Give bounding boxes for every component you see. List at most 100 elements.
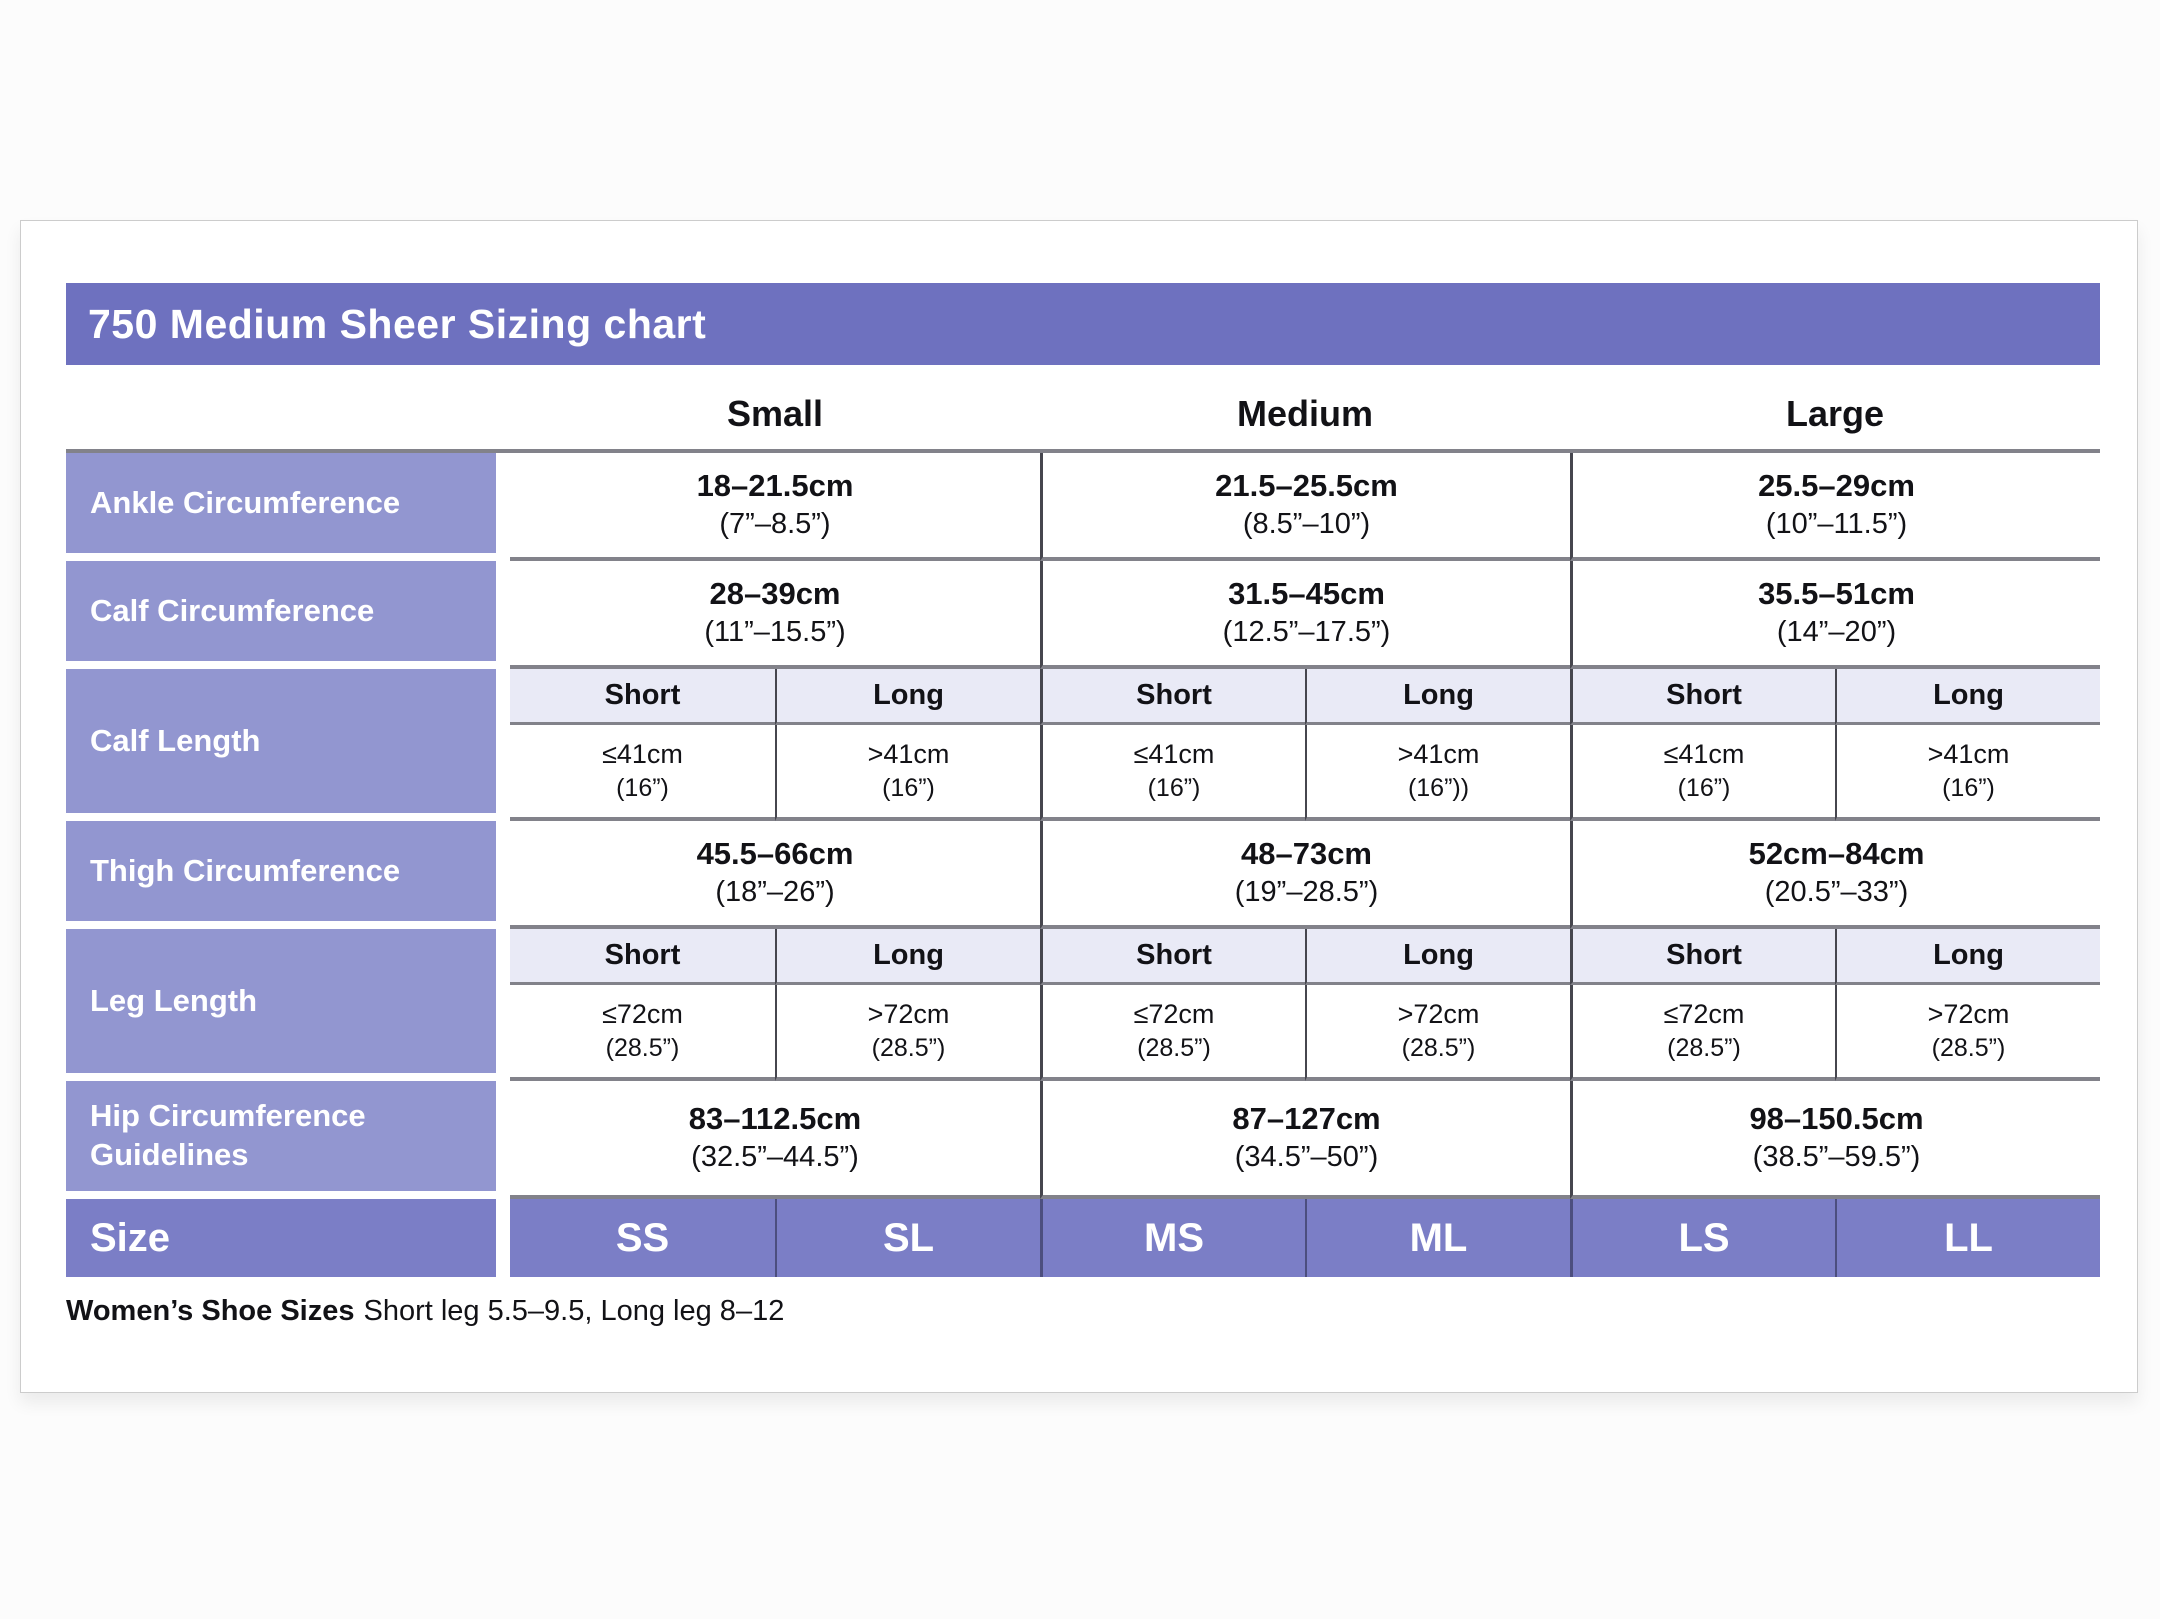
value-cm: ≤41cm xyxy=(1133,739,1215,770)
sizing-chart-card: 750 Medium Sheer Sizing chart Small Medi… xyxy=(20,220,2138,1393)
cell-leg-length-large-long: >72cm (28.5”) xyxy=(1835,985,2100,1081)
value-inches: (28.5”) xyxy=(605,1034,680,1063)
subheader-calf-short-small: Short xyxy=(510,669,775,725)
subheader-leg-short-large: Short xyxy=(1570,929,1835,985)
value-inches: (16”)) xyxy=(1407,774,1470,803)
row-label-leg-length: Leg Length xyxy=(66,929,496,1081)
cell-calf-length-small-long: >41cm (16”) xyxy=(775,725,1040,821)
row-label-ankle-circumference: Ankle Circumference xyxy=(66,453,496,561)
value-inches: (19”–28.5”) xyxy=(1234,876,1379,909)
value-inches: (18”–26”) xyxy=(715,876,835,909)
size-header-row: Small Medium Large xyxy=(66,379,2100,449)
value-inches: (11”–15.5”) xyxy=(704,616,846,649)
cell-calf-circ-medium: 31.5–45cm (12.5”–17.5”) xyxy=(1040,561,1570,669)
cell-calf-length-medium-short: ≤41cm (16”) xyxy=(1040,725,1305,821)
value-inches: (32.5”–44.5”) xyxy=(691,1141,859,1174)
row-label-calf-length: Calf Length xyxy=(66,669,496,821)
value-inches: (16”) xyxy=(616,774,669,803)
value-inches: (14”–20”) xyxy=(1776,616,1897,649)
cell-thigh-medium: 48–73cm (19”–28.5”) xyxy=(1040,821,1570,929)
value-cm: 25.5–29cm xyxy=(1758,468,1915,503)
row-label-calf-circumference: Calf Circumference xyxy=(66,561,496,669)
row-label-text: Calf Length xyxy=(90,722,261,758)
value-cm: >72cm xyxy=(1397,999,1480,1030)
cell-hip-large: 98–150.5cm (38.5”–59.5”) xyxy=(1570,1081,2100,1199)
value-cm: ≤41cm xyxy=(1663,739,1745,770)
value-cm: 35.5–51cm xyxy=(1758,576,1915,611)
cell-leg-length-small-short: ≤72cm (28.5”) xyxy=(510,985,775,1081)
row-label-text: Thigh Circumference xyxy=(90,852,401,888)
value-inches: (28.5”) xyxy=(1667,1034,1741,1063)
value-cm: ≤41cm xyxy=(602,739,683,770)
value-cm: 83–112.5cm xyxy=(688,1101,862,1136)
subheader-leg-long-large: Long xyxy=(1835,929,2100,985)
cell-size-ls: LS xyxy=(1570,1199,1835,1277)
cell-calf-circ-small: 28–39cm (11”–15.5”) xyxy=(510,561,1040,669)
shoe-sizes-footnote: Women’s Shoe Sizes Short leg 5.5–9.5, Lon… xyxy=(66,1295,2098,1328)
subheader-calf-long-large: Long xyxy=(1835,669,2100,725)
row-label-text: Size xyxy=(90,1216,171,1260)
cell-size-sl: SL xyxy=(775,1199,1040,1277)
value-inches: (7”–8.5”) xyxy=(719,508,831,541)
row-label-size: Size xyxy=(66,1199,496,1277)
value-cm: >72cm xyxy=(1927,999,2010,1030)
value-cm: 52cm–84cm xyxy=(1748,836,1925,871)
value-inches: (10”–11.5”) xyxy=(1765,508,1908,541)
header-medium: Medium xyxy=(1236,393,1373,434)
value-cm: ≤72cm xyxy=(1663,999,1745,1030)
value-inches: (12.5”–17.5”) xyxy=(1222,616,1391,649)
cell-size-ll: LL xyxy=(1835,1199,2100,1277)
row-label-text: Calf Circumference xyxy=(90,592,375,628)
header-large: Large xyxy=(1785,393,1885,434)
cell-thigh-large: 52cm–84cm (20.5”–33”) xyxy=(1570,821,2100,929)
value-cm: ≤72cm xyxy=(1133,999,1215,1030)
value-inches: (34.5”–50”) xyxy=(1234,1141,1379,1174)
footnote-bold-label: Women’s Shoe Sizes xyxy=(66,1295,355,1327)
value-cm: >72cm xyxy=(867,999,950,1030)
cell-hip-small: 83–112.5cm (32.5”–44.5”) xyxy=(510,1081,1040,1199)
value-inches: (28.5”) xyxy=(1137,1034,1211,1063)
cell-size-ss: SS xyxy=(510,1199,775,1277)
value-inches: (28.5”) xyxy=(1401,1034,1476,1063)
cell-calf-length-small-short: ≤41cm (16”) xyxy=(510,725,775,821)
value-inches: (16”) xyxy=(882,774,935,803)
value-cm: 28–39cm xyxy=(709,576,841,611)
chart-title-bar: 750 Medium Sheer Sizing chart xyxy=(66,283,2100,365)
cell-calf-length-large-short: ≤41cm (16”) xyxy=(1570,725,1835,821)
value-cm: 45.5–66cm xyxy=(696,836,854,871)
value-cm: >41cm xyxy=(867,739,950,770)
footnote-text: Short leg 5.5–9.5, Long leg 8–12 xyxy=(363,1295,785,1327)
cell-ankle-medium: 21.5–25.5cm (8.5”–10”) xyxy=(1040,453,1570,561)
value-cm: 21.5–25.5cm xyxy=(1215,468,1398,503)
value-inches: (28.5”) xyxy=(1931,1034,2006,1063)
value-cm: 31.5–45cm xyxy=(1228,576,1385,611)
subheader-leg-short-small: Short xyxy=(510,929,775,985)
value-inches: (8.5”–10”) xyxy=(1242,508,1371,541)
cell-leg-length-medium-short: ≤72cm (28.5”) xyxy=(1040,985,1305,1081)
cell-calf-length-large-long: >41cm (16”) xyxy=(1835,725,2100,821)
value-cm: 48–73cm xyxy=(1240,836,1372,871)
value-cm: ≤72cm xyxy=(602,999,683,1030)
subheader-leg-long-small: Long xyxy=(775,929,1040,985)
cell-leg-length-medium-long: >72cm (28.5”) xyxy=(1305,985,1570,1081)
cell-calf-circ-large: 35.5–51cm (14”–20”) xyxy=(1570,561,2100,669)
chart-title: 750 Medium Sheer Sizing chart xyxy=(88,300,707,347)
cell-leg-length-large-short: ≤72cm (28.5”) xyxy=(1570,985,1835,1081)
subheader-calf-short-large: Short xyxy=(1570,669,1835,725)
cell-hip-medium: 87–127cm (34.5”–50”) xyxy=(1040,1081,1570,1199)
cell-size-ms: MS xyxy=(1040,1199,1305,1277)
header-small: Small xyxy=(726,393,824,434)
row-label-text: Hip Circumference Guidelines xyxy=(90,1098,366,1172)
value-cm: 18–21.5cm xyxy=(696,468,854,503)
subheader-calf-long-small: Long xyxy=(775,669,1040,725)
value-cm: 87–127cm xyxy=(1232,1101,1381,1136)
subheader-calf-long-medium: Long xyxy=(1305,669,1570,725)
cell-ankle-small: 18–21.5cm (7”–8.5”) xyxy=(510,453,1040,561)
cell-thigh-small: 45.5–66cm (18”–26”) xyxy=(510,821,1040,929)
value-inches: (38.5”–59.5”) xyxy=(1752,1141,1921,1174)
label-column-gap xyxy=(496,453,510,1277)
row-label-hip-circumference-guidelines: Hip Circumference Guidelines xyxy=(66,1081,496,1199)
value-inches: (28.5”) xyxy=(871,1034,946,1063)
subheader-calf-short-medium: Short xyxy=(1040,669,1305,725)
row-label-thigh-circumference: Thigh Circumference xyxy=(66,821,496,929)
